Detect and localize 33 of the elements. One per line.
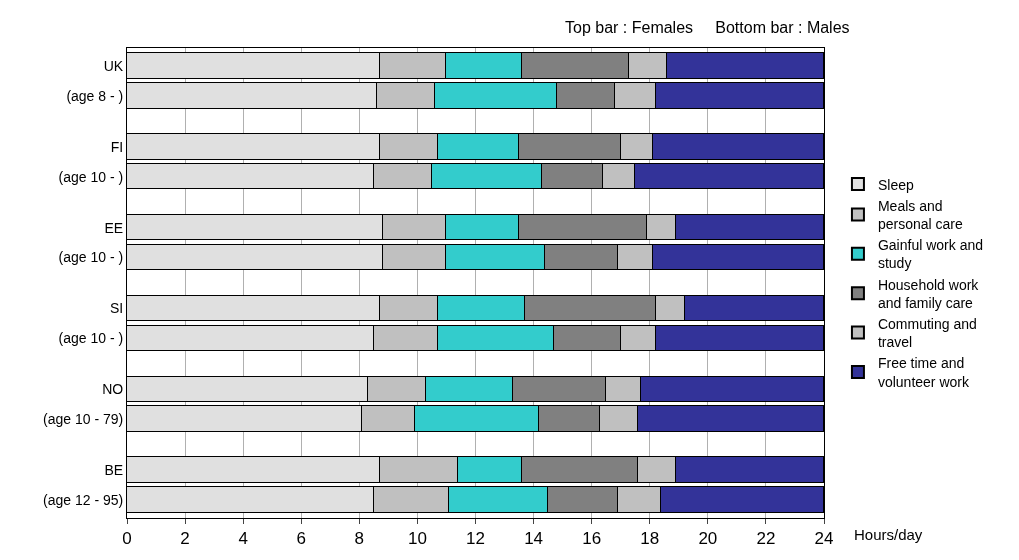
legend-label: Gainful work and study [877,237,983,272]
y-tick-label: NO [102,381,124,398]
x-tick-label: 12 [466,529,485,549]
x-tick-label: 10 [407,529,427,549]
x-tick-label: 16 [582,529,602,549]
x-tick-label: 6 [296,529,306,549]
x-axis-title: Hours/day [854,526,923,543]
y-tick-label: (age 10 - ) [58,249,124,266]
y-tick-label: (age 10 - ) [58,168,124,185]
x-tick-label: 20 [698,529,718,549]
x-tick-label: 4 [238,529,248,549]
legend-label: Household work and family care [877,276,980,311]
legend-label: Free time and volunteer work [877,355,970,390]
y-tick-label: EE [104,219,124,236]
y-tick-label: (age 10 - 79) [43,411,124,428]
x-tick-label: 2 [180,529,190,549]
x-tick-label: 0 [122,529,132,549]
chart-subtitle: Top bar : Females Bottom bar : Males [565,19,850,36]
x-tick-label: 24 [814,529,834,549]
y-tick-label: (age 8 - ) [66,87,124,104]
x-tick-label: 18 [640,529,660,549]
y-tick-label: SI [109,300,124,317]
y-tick-label: BE [104,462,124,478]
x-tick-label: 8 [354,529,365,549]
x-tick-label: 14 [524,529,544,549]
y-tick-label: (age 10 - ) [58,330,124,347]
x-tick-label: 22 [756,529,776,549]
legend-label: Commuting and travel [877,315,977,351]
y-tick-label: (age 12 - 95) [43,491,124,508]
legend-label: Sleep [877,176,914,193]
legend-label: Meals and personal care [877,197,963,232]
y-tick-label: UK [103,57,124,74]
y-tick-label: FI [110,138,124,155]
